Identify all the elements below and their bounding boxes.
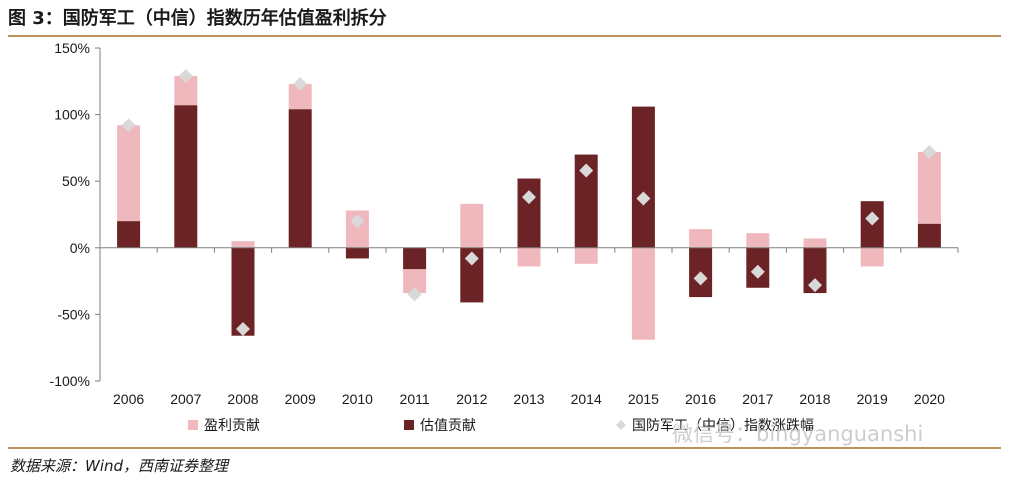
x-tick-label: 2019: [857, 391, 888, 407]
index-change-point: [464, 251, 479, 266]
y-tick-label: 50%: [62, 173, 90, 189]
source-note: 数据来源：Wind，西南证券整理: [10, 457, 229, 475]
x-tick-label: 2018: [799, 391, 830, 407]
chart: 150% 100% 50% 0% -50% -100% 2006 2007 2008 2009 20…: [50, 40, 959, 433]
x-tick-label: 2016: [685, 391, 716, 407]
bar-earnings-contribution: [860, 247, 884, 267]
figure-title: 图 3：国防军工（中信）指数历年估值盈利拆分: [8, 8, 387, 29]
bar-valuation-contribution: [231, 247, 255, 336]
x-tick-label: 2006: [113, 391, 144, 407]
x-tick-label: 2007: [170, 391, 201, 407]
legend-label: 盈利贡献: [204, 417, 260, 433]
y-tick-label: -50%: [57, 306, 90, 322]
index-change-point: [121, 118, 136, 133]
watermark-text: 微信号：bingyanguanshi: [672, 422, 924, 446]
x-tick-label: 2009: [285, 391, 316, 407]
bar-valuation-contribution: [345, 247, 369, 259]
index-change-point: [293, 76, 308, 91]
bar-earnings-contribution: [174, 75, 198, 106]
index-change-point: [693, 271, 708, 286]
legend-swatch: [188, 420, 198, 430]
y-tick-label: 0%: [70, 240, 90, 256]
bar-earnings-contribution: [403, 269, 427, 294]
bar-earnings-contribution: [517, 247, 541, 267]
index-change-point: [636, 191, 651, 206]
x-tick-label: 2017: [742, 391, 773, 407]
top-rule: [8, 35, 1001, 37]
legend-swatch: [616, 420, 626, 430]
bar-earnings-contribution: [117, 125, 141, 222]
bar-valuation-contribution: [574, 154, 598, 248]
bar-earnings-contribution: [917, 151, 941, 224]
x-tick-label: 2015: [628, 391, 659, 407]
bar-valuation-contribution: [460, 247, 484, 303]
bar-valuation-contribution: [803, 247, 827, 294]
x-tick-label: 2008: [227, 391, 258, 407]
bar-earnings-contribution: [803, 238, 827, 248]
bar-earnings-contribution: [631, 247, 655, 340]
index-change-point: [350, 214, 365, 229]
legend-label: 国防军工（中信）指数涨跌幅: [632, 417, 814, 433]
x-tick-label: 2014: [571, 391, 602, 407]
bar-earnings-contribution: [746, 233, 770, 248]
x-tick-label: 2010: [342, 391, 373, 407]
y-tick-label: 100%: [54, 107, 90, 123]
bar-valuation-contribution: [288, 109, 312, 248]
index-change-point: [236, 322, 250, 337]
index-change-point: [178, 68, 193, 83]
index-change-point: [922, 144, 937, 159]
index-change-point: [808, 278, 822, 293]
index-change-point: [865, 211, 880, 226]
bar-earnings-contribution: [460, 203, 484, 248]
x-tick-label: 2012: [456, 391, 487, 407]
bar-earnings-contribution: [345, 210, 369, 248]
bar-valuation-contribution: [917, 223, 941, 248]
bottom-rule: [8, 447, 1001, 449]
bar-earnings-contribution: [231, 241, 255, 248]
index-change-point: [407, 287, 422, 302]
index-change-point: [579, 163, 594, 178]
legend-swatch: [404, 420, 414, 430]
bar-valuation-contribution: [174, 105, 198, 248]
y-tick-label: 150%: [54, 40, 90, 56]
index-change-point: [522, 190, 536, 205]
x-tick-label: 2013: [513, 391, 544, 407]
bar-valuation-contribution: [117, 221, 141, 248]
bar-valuation-contribution: [403, 247, 427, 270]
x-tick-label: 2020: [914, 391, 945, 407]
bar-earnings-contribution: [574, 247, 598, 264]
bar-earnings-contribution: [689, 229, 713, 248]
bar-earnings-contribution: [288, 83, 312, 110]
legend-label: 估值贡献: [420, 417, 476, 433]
bar-valuation-contribution: [517, 178, 541, 248]
bar-valuation-contribution: [631, 106, 655, 248]
y-tick-label: -100%: [50, 373, 90, 389]
index-change-point: [750, 264, 765, 279]
x-tick-label: 2011: [400, 391, 430, 407]
